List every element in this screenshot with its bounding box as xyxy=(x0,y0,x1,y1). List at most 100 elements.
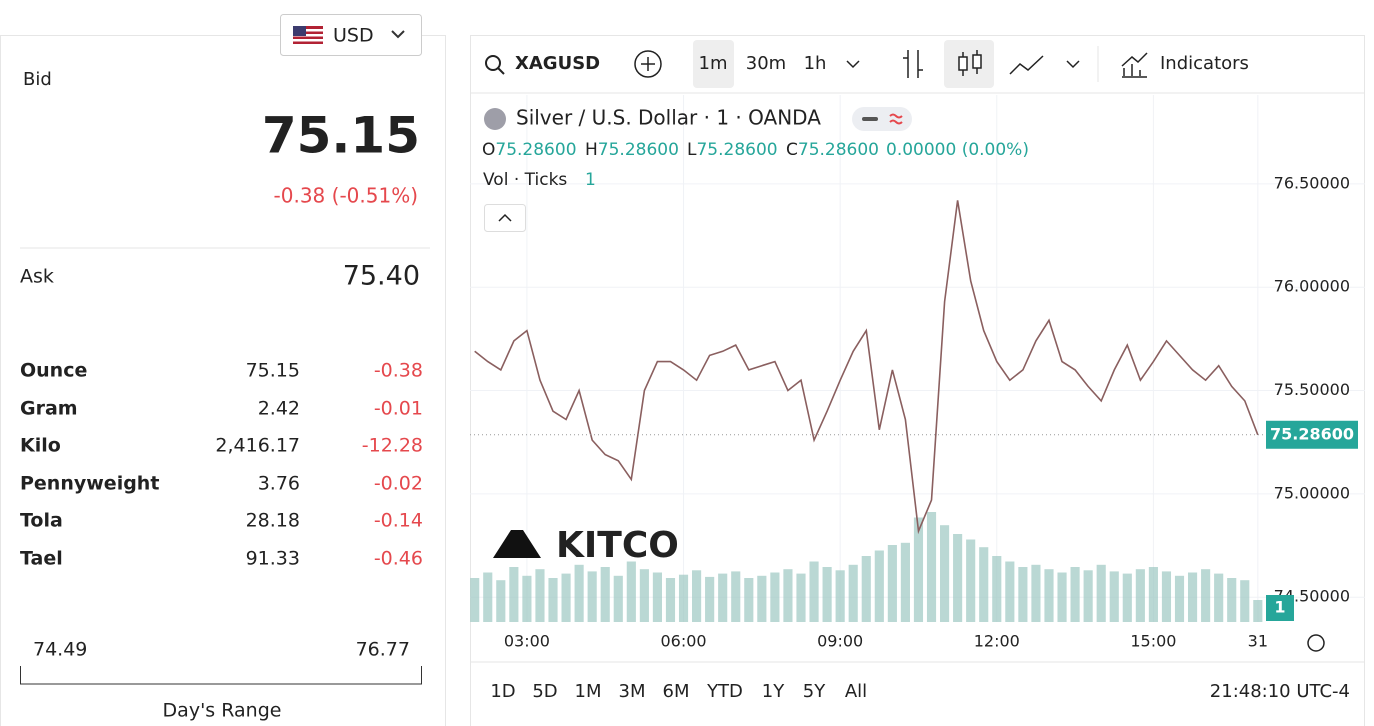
x-tick-label: 06:00 xyxy=(660,632,706,651)
volume-bar xyxy=(678,574,689,622)
volume-bar xyxy=(992,556,1002,622)
range-button[interactable]: 1D xyxy=(490,681,515,702)
volume-bar xyxy=(561,573,571,622)
volume-bar xyxy=(783,569,793,622)
bid: 75.15 xyxy=(262,107,420,165)
last-price-tag xyxy=(1266,420,1358,449)
range-label: Day's Range xyxy=(163,700,282,722)
range-button[interactable]: 3M xyxy=(619,681,646,702)
logo-mark xyxy=(493,530,541,558)
bar-icon[interactable] xyxy=(903,50,923,78)
volume-bar xyxy=(639,569,649,622)
volume-bar xyxy=(1135,569,1145,622)
chevron[interactable] xyxy=(846,60,860,69)
chevron[interactable] xyxy=(498,213,512,222)
volume-bar xyxy=(535,569,545,622)
add-button[interactable] xyxy=(634,50,662,78)
interval[interactable]: 1h xyxy=(804,53,827,74)
unit-price: 2,416.17 xyxy=(215,435,300,457)
candle-active xyxy=(944,40,994,88)
flag xyxy=(293,26,323,44)
unit-price: 75.15 xyxy=(246,360,300,382)
y-tick-label: 76.00000 xyxy=(1274,277,1350,296)
volume-bar xyxy=(966,539,976,622)
volume-bar xyxy=(744,578,754,622)
x-tick-label: 12:00 xyxy=(974,632,1020,651)
volume-bar xyxy=(652,572,662,622)
plot: 76.5000076.0000075.5000075.0000074.50000… xyxy=(470,95,1365,651)
range-button[interactable]: 1M xyxy=(575,681,602,702)
volume-tag-label: 1 xyxy=(1274,598,1285,617)
volume-bar xyxy=(522,575,532,622)
x-tick-label: 09:00 xyxy=(817,632,863,651)
area-icon[interactable] xyxy=(1009,55,1044,75)
interval[interactable]: 1m xyxy=(699,53,728,74)
volume-bar xyxy=(496,580,506,622)
volume-bar xyxy=(1214,573,1224,622)
volume-bar xyxy=(470,578,480,622)
price-line xyxy=(474,200,1259,535)
range-button[interactable]: 5D xyxy=(532,681,557,702)
unit-change: -0.38 xyxy=(374,360,423,382)
unit-change: -0.02 xyxy=(374,473,423,495)
range-button[interactable]: YTD xyxy=(706,681,743,702)
chevron xyxy=(391,30,405,39)
volume-bar xyxy=(626,561,636,622)
settings-icon[interactable] xyxy=(1307,634,1325,652)
volume-bar xyxy=(1109,571,1119,622)
symbol-icon xyxy=(484,108,506,130)
indicators-icon[interactable] xyxy=(1121,52,1148,78)
unit-price: 3.76 xyxy=(258,473,300,495)
volume-bar xyxy=(1187,572,1198,622)
volume-bar xyxy=(587,571,597,622)
unit-price: 2.42 xyxy=(258,398,300,420)
volume-bar xyxy=(835,570,845,622)
range-button[interactable]: 1Y xyxy=(762,681,785,702)
unit-name: Ounce xyxy=(20,360,87,382)
volume-bar xyxy=(574,564,584,622)
x-tick-label: 03:00 xyxy=(504,632,550,651)
volume-bar xyxy=(1122,573,1132,622)
unit-name: Tael xyxy=(20,548,63,570)
range-buttons: 1D 5D 1M 3M 6M YTD 1Y 5Y All xyxy=(490,681,867,702)
bid-label: Bid xyxy=(23,69,52,90)
volume-bar xyxy=(600,567,610,622)
chevron[interactable] xyxy=(1066,60,1080,69)
search-icon[interactable] xyxy=(485,55,505,75)
x-tick-label: 15:00 xyxy=(1130,632,1176,651)
collapse-button[interactable] xyxy=(484,204,526,232)
volume-bar xyxy=(1044,569,1054,622)
volume-bar xyxy=(900,542,910,622)
volume-bar xyxy=(718,573,728,622)
ohlc: O75.28600 H75.28600 L75.28600 C75.28600 … xyxy=(482,140,1029,160)
indicators[interactable]: Indicators xyxy=(1160,53,1249,74)
currency: USD xyxy=(333,25,374,47)
volume-bar xyxy=(887,545,897,622)
currency-button[interactable] xyxy=(280,14,422,56)
range-button[interactable]: All xyxy=(845,681,867,702)
volume-bar xyxy=(731,571,741,622)
range-button[interactable]: 5Y xyxy=(803,681,826,702)
volume-bar xyxy=(1253,600,1263,622)
volume-bar xyxy=(848,564,858,622)
volume-bar xyxy=(1057,572,1067,622)
range-high: 76.77 xyxy=(356,639,410,661)
volume-bar xyxy=(940,525,950,622)
unit-table: Ounce 75.15 -0.38 Gram 2.42 -0.01 Kilo 2,416.17… xyxy=(20,360,423,570)
last-price-label: 75.28600 xyxy=(1270,424,1354,443)
volume-bar xyxy=(1096,564,1106,622)
interval[interactable]: 30m xyxy=(746,53,786,74)
volume-bar xyxy=(796,573,806,622)
volume-bar xyxy=(548,578,558,622)
volume-label: Vol · Ticks xyxy=(483,170,567,190)
legend-title: Silver / U.S. Dollar · 1 · OANDA xyxy=(516,106,821,130)
y-tick-label: 76.50000 xyxy=(1274,173,1350,192)
unit-name: Gram xyxy=(20,398,78,420)
volume-bar xyxy=(953,534,963,622)
volume-bar xyxy=(613,575,623,622)
symbol[interactable]: XAGUSD xyxy=(515,53,600,74)
volume-bar xyxy=(809,561,819,622)
range-low: 74.49 xyxy=(33,639,87,661)
range-button[interactable]: 6M xyxy=(663,681,690,702)
